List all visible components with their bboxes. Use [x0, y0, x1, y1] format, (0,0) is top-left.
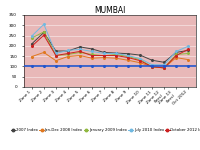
October 2012 Index: [103, 55, 105, 56]
Jan-Dec 2008 Index: [55, 60, 57, 61]
Line: January 2009 Index: January 2009 Index: [31, 31, 189, 69]
July 2010 Index: [79, 48, 81, 50]
October 2012 Index: [91, 55, 93, 56]
2007 Index: [79, 46, 81, 48]
October 2012 Index: [55, 55, 57, 56]
October 2012 Index: [175, 55, 177, 56]
January 2009 Index: [55, 55, 57, 56]
October 2012 Index: [163, 67, 165, 69]
Title: MUMBAI: MUMBAI: [94, 6, 126, 15]
January 2009 Index: [79, 52, 81, 53]
October 2012 Index: [31, 45, 33, 47]
Jan-Dec 2008 Index: [67, 56, 69, 57]
Jan-Dec 2008 Index: [163, 67, 165, 69]
October 2012 Index: [43, 34, 45, 36]
2007 Index: [67, 50, 69, 52]
January 2009 Index: [187, 52, 189, 54]
2007 Index: [43, 32, 45, 33]
July 2010 Index: [31, 35, 33, 37]
Jan-Dec 2008 Index: [91, 57, 93, 59]
January 2009 Index: [127, 56, 129, 57]
2007 Index: [115, 52, 117, 54]
July 2010 Index: [67, 50, 69, 51]
2007 Index: [55, 50, 57, 52]
October 2012 Index: [139, 60, 141, 61]
July 2010 Index: [187, 45, 189, 47]
2007 Index: [151, 59, 153, 61]
January 2009 Index: [103, 55, 105, 57]
Legend: 2007 Index, Jan-Dec 2008 Index, January 2009 Index, July 2010 Index, October 201: 2007 Index, Jan-Dec 2008 Index, January …: [9, 126, 200, 134]
July 2010 Index: [175, 51, 177, 52]
2007 Index: [103, 52, 105, 53]
Jan-Dec 2008 Index: [127, 59, 129, 61]
2007 Index: [163, 61, 165, 63]
October 2012 Index: [115, 55, 117, 56]
January 2009 Index: [175, 54, 177, 55]
October 2012 Index: [79, 51, 81, 52]
October 2012 Index: [67, 52, 69, 54]
January 2009 Index: [67, 54, 69, 55]
Jan-Dec 2008 Index: [151, 66, 153, 68]
July 2010 Index: [55, 52, 57, 54]
July 2010 Index: [43, 23, 45, 25]
January 2009 Index: [31, 37, 33, 39]
July 2010 Index: [151, 64, 153, 66]
October 2012 Index: [187, 48, 189, 50]
January 2009 Index: [151, 66, 153, 68]
January 2009 Index: [163, 67, 165, 69]
October 2012 Index: [127, 57, 129, 59]
July 2010 Index: [127, 55, 129, 56]
Line: Jan-Dec 2008 Index: Jan-Dec 2008 Index: [31, 52, 189, 69]
Jan-Dec 2008 Index: [115, 57, 117, 59]
2007 Index: [187, 50, 189, 51]
Line: October 2012 Index: October 2012 Index: [31, 34, 189, 69]
January 2009 Index: [139, 59, 141, 61]
2007 Index: [139, 54, 141, 56]
Jan-Dec 2008 Index: [139, 62, 141, 64]
January 2009 Index: [115, 54, 117, 55]
2007 Index: [127, 53, 129, 55]
2007 Index: [175, 52, 177, 53]
July 2010 Index: [103, 52, 105, 54]
July 2010 Index: [139, 58, 141, 60]
Line: 2007 Index: 2007 Index: [31, 32, 189, 63]
2007 Index: [91, 48, 93, 50]
July 2010 Index: [163, 64, 165, 66]
July 2010 Index: [115, 52, 117, 54]
Jan-Dec 2008 Index: [43, 52, 45, 53]
July 2010 Index: [91, 51, 93, 52]
Jan-Dec 2008 Index: [175, 57, 177, 59]
Jan-Dec 2008 Index: [103, 57, 105, 59]
Jan-Dec 2008 Index: [187, 59, 189, 61]
Jan-Dec 2008 Index: [79, 55, 81, 56]
January 2009 Index: [43, 31, 45, 33]
January 2009 Index: [91, 54, 93, 55]
Line: July 2010 Index: July 2010 Index: [31, 23, 189, 66]
October 2012 Index: [151, 66, 153, 68]
Jan-Dec 2008 Index: [31, 56, 33, 57]
2007 Index: [31, 43, 33, 45]
